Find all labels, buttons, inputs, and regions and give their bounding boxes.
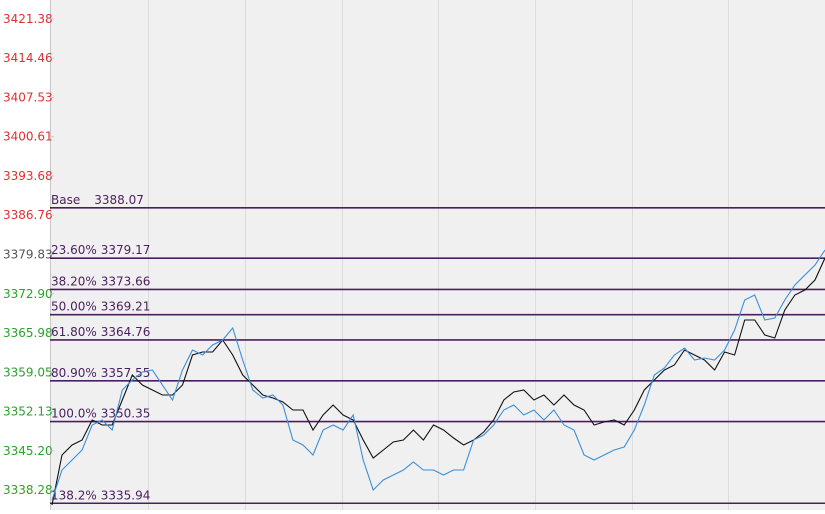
fib-level-value: 3350.35 (101, 407, 151, 421)
fib-level-name: 50.00% (51, 300, 97, 314)
fib-level-name: Base (51, 193, 80, 207)
plot-area (50, 0, 825, 510)
y-tick-label: 3407.53 (3, 90, 53, 104)
y-tick-label: 3379.83 (3, 247, 53, 261)
fib-level-name: 80.90% (51, 366, 97, 380)
fib-level-value: 3364.76 (101, 325, 151, 339)
y-tick-label: 3359.05 (3, 365, 53, 379)
fib-level-name: 138.2% (51, 488, 97, 502)
fib-level-value: 3335.94 (101, 488, 151, 502)
y-tick-label: 3365.98 (3, 326, 53, 340)
y-tick-label: 3421.38 (3, 12, 53, 26)
price-line (51, 249, 825, 501)
y-tick-label: 3393.68 (3, 169, 53, 183)
y-tick-label: 3400.61 (3, 130, 53, 144)
fib-level-value: 3369.21 (101, 300, 151, 314)
fib-level-name: 23.60% (51, 243, 97, 257)
y-tick-label: 3352.13 (3, 404, 53, 418)
y-tick-label: 3338.28 (3, 483, 53, 497)
y-tick-label: 3414.46 (3, 51, 53, 65)
y-tick-label: 3372.90 (3, 287, 53, 301)
fib-level-value: 3379.17 (101, 243, 151, 257)
fib-level-value: 3373.66 (101, 274, 151, 288)
vertical-grid (148, 0, 729, 510)
y-tick-label: 3345.20 (3, 444, 53, 458)
fib-level-name: 61.80% (51, 325, 97, 339)
fib-level-name: 100.0% (51, 407, 97, 421)
fib-level-name: 38.20% (51, 274, 97, 288)
fib-level-value: 3388.07 (94, 193, 144, 207)
y-tick-label: 3386.76 (3, 208, 53, 222)
fib-level-value: 3357.55 (101, 366, 151, 380)
price-line (51, 257, 825, 506)
